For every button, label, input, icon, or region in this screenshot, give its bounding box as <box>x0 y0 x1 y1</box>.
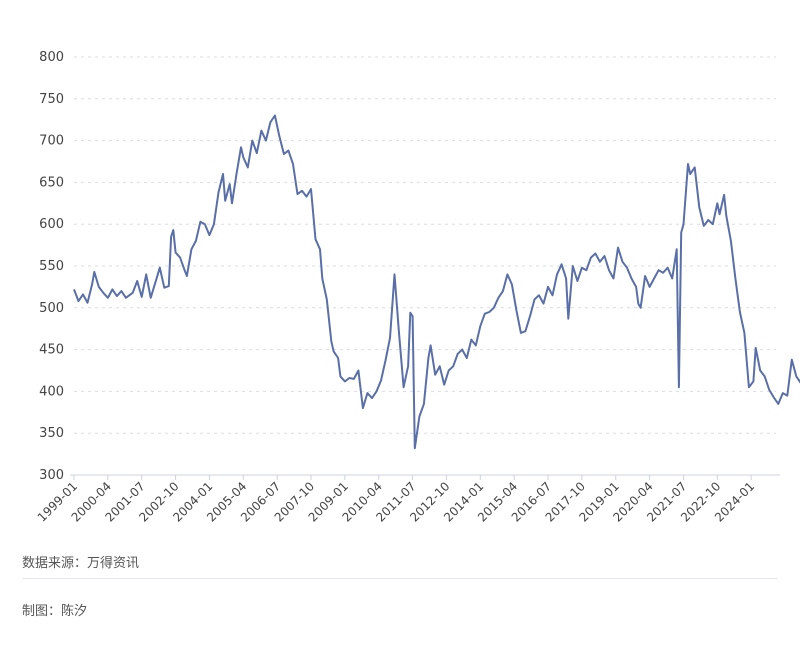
chart-author-note: 制图：陈汐 <box>22 604 88 619</box>
y-tick-label: 450 <box>39 343 64 358</box>
y-tick-label: 300 <box>39 468 64 483</box>
x-axis-ticks: 1999-012000-042001-072002-102004-012005-… <box>35 475 757 525</box>
y-tick-label: 550 <box>39 259 64 274</box>
footer-divider <box>22 578 778 579</box>
y-tick-label: 650 <box>39 175 64 190</box>
y-tick-label: 600 <box>39 217 64 232</box>
data-source-note: 数据来源：万得资讯 <box>22 556 140 571</box>
y-axis-ticks: 300 350 400 450 500 550 600 650 700 750 800 <box>39 50 64 483</box>
y-tick-label: 750 <box>39 92 64 107</box>
gridlines <box>74 56 776 434</box>
y-tick-label: 500 <box>39 301 64 316</box>
line-chart: 300 350 400 450 500 550 600 650 700 750 800 1999-0… <box>35 50 800 525</box>
series-group <box>73 114 800 450</box>
y-tick-label: 800 <box>39 50 64 65</box>
y-tick-label: 350 <box>39 426 64 441</box>
y-tick-label: 700 <box>39 134 64 149</box>
series-line-0 <box>73 114 800 450</box>
y-tick-label: 400 <box>39 384 64 399</box>
